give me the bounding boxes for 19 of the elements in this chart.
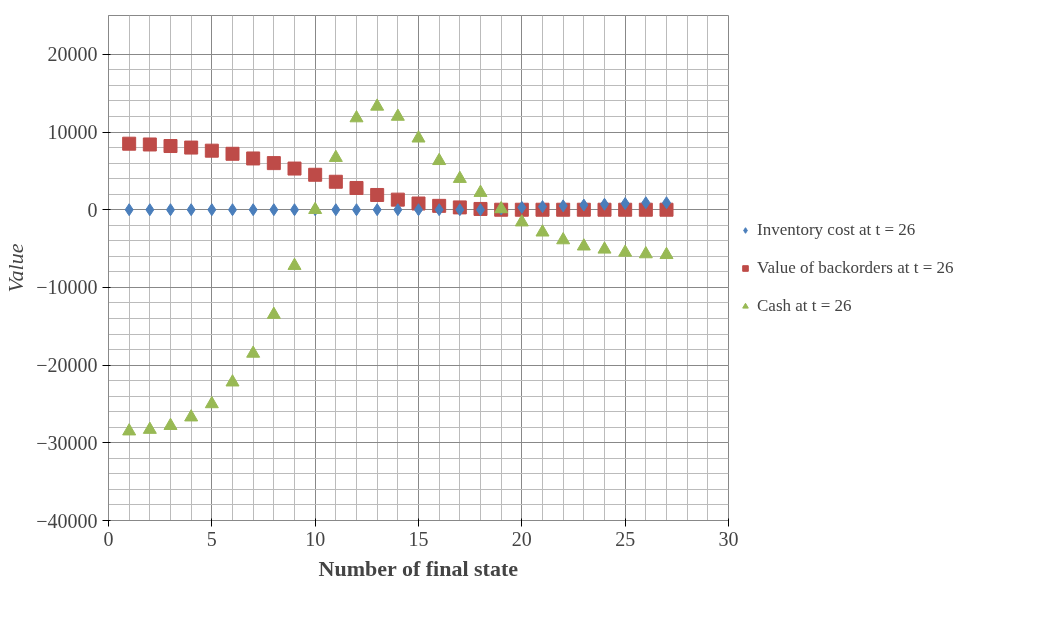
- y-tick-label: −10000: [36, 276, 98, 299]
- x-tick-label: 0: [103, 527, 114, 550]
- y-tick-label: 10000: [47, 121, 98, 144]
- legend-label: Cash at t = 26: [757, 295, 852, 316]
- y-tick-label: 20000: [47, 43, 98, 66]
- legend-label: Value of backorders at t = 26: [757, 257, 954, 278]
- legend-label: Inventory cost at t = 26: [757, 219, 916, 240]
- y-axis-title: Value: [3, 243, 29, 293]
- x-tick-label: 30: [718, 527, 739, 550]
- x-tick-label: 5: [206, 527, 217, 550]
- x-tick-label: 20: [511, 527, 532, 550]
- y-tick-label: −30000: [36, 431, 98, 454]
- x-axis-title: Number of final state: [318, 555, 519, 581]
- x-tick-label: 15: [408, 527, 429, 550]
- y-tick-label: 0: [87, 198, 98, 221]
- y-tick-label: −20000: [36, 354, 98, 377]
- x-tick-label: 10: [305, 527, 326, 550]
- x-tick-label: 25: [615, 527, 636, 550]
- y-tick-label: −40000: [36, 509, 98, 532]
